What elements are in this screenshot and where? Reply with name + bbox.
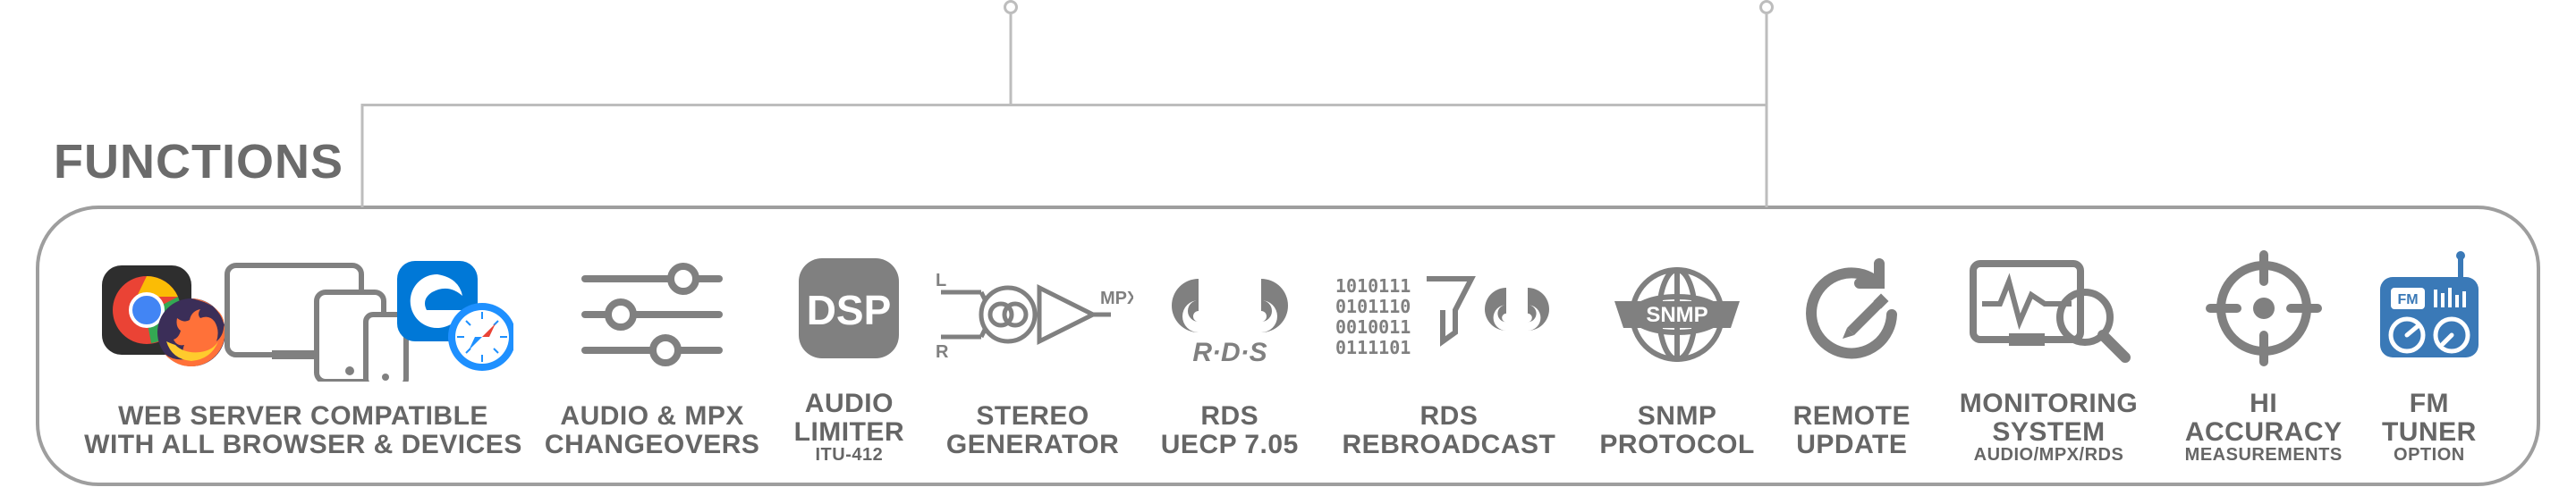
connector-vline-1: [1010, 14, 1013, 104]
label-line2: UECP 7.05: [1161, 431, 1299, 459]
svg-text:DSP: DSP: [807, 287, 892, 333]
connector-dot-2: [1759, 0, 1774, 14]
label-line2: REBROADCAST: [1343, 431, 1556, 459]
item-fm-tuner: FM FM TU: [2367, 227, 2492, 465]
svg-text:R: R: [936, 342, 949, 362]
functions-card: WEB SERVER COMPATIBLE WITH ALL BROWSER &…: [36, 206, 2540, 486]
label-line2: UPDATE: [1793, 431, 1911, 459]
svg-text:1010111: 1010111: [1335, 275, 1411, 297]
svg-text:R·D·S: R·D·S: [1192, 338, 1267, 367]
item-monitoring: MONITORING SYSTEM AUDIO/MPX/RDS: [1937, 227, 2161, 465]
connector-hline: [362, 104, 1767, 106]
connector-vline-2: [1766, 14, 1768, 104]
svg-text:SNMP: SNMP: [1646, 303, 1707, 327]
label-line2: ACCURACY: [2185, 418, 2343, 447]
svg-text:0010011: 0010011: [1335, 316, 1411, 338]
svg-text:MPX: MPX: [1100, 289, 1133, 308]
label-line1: REMOTE: [1793, 402, 1911, 431]
svg-text:L: L: [936, 271, 946, 290]
label-line2: GENERATOR: [946, 431, 1119, 459]
label-sub: ITU-412: [794, 446, 905, 465]
label-line2: SYSTEM: [1960, 418, 2138, 447]
label-line1: SNMP: [1599, 402, 1754, 431]
rds-rebroadcast-icon: 1010111 0101110 0010011 0111101: [1324, 227, 1574, 402]
item-audio-mpx-changeovers: AUDIO & MPX CHANGEOVERS: [536, 227, 768, 465]
label-line2: CHANGEOVERS: [545, 431, 760, 459]
item-stereo-generator: L R MPX: [930, 227, 1136, 465]
svg-text:0111101: 0111101: [1335, 337, 1411, 358]
connector-drop: [1766, 104, 1768, 207]
label-line1: AUDIO & MPX: [545, 402, 760, 431]
snmp-globe-icon: SNMP: [1588, 227, 1767, 402]
item-rds-rebroadcast: 1010111 0101110 0010011 0111101 RD: [1324, 227, 1574, 465]
browsers-devices-icon: [84, 227, 522, 402]
stereo-generator-icon: L R MPX: [930, 227, 1136, 402]
item-snmp: SNMP SNMP PROTOCOL: [1588, 227, 1767, 465]
svg-text:0101110: 0101110: [1335, 296, 1411, 317]
connector-drop: [361, 104, 364, 207]
item-rds: R·D·S RDS UECP 7.05: [1149, 227, 1310, 465]
item-hi-accuracy: HI ACCURACY MEASUREMENTS: [2174, 227, 2353, 465]
label-line2: PROTOCOL: [1599, 431, 1754, 459]
label-line1: FM: [2382, 390, 2477, 418]
svg-text:FM: FM: [2397, 292, 2418, 307]
section-heading: FUNCTIONS: [54, 134, 343, 189]
rds-icon: R·D·S: [1149, 227, 1310, 402]
label-sub: MEASUREMENTS: [2185, 446, 2343, 465]
functions-wrapper: FUNCTIONS: [36, 0, 2540, 486]
item-audio-limiter: DSP AUDIO LIMITER ITU-412: [782, 227, 916, 465]
item-web-server: WEB SERVER COMPATIBLE WITH ALL BROWSER &…: [84, 227, 522, 465]
sliders-icon: [536, 227, 768, 402]
crosshair-icon: [2174, 227, 2353, 390]
dsp-icon: DSP: [782, 227, 916, 390]
connector-dot-1: [1004, 0, 1018, 14]
label-line1: RDS: [1343, 402, 1556, 431]
label-line2: WITH ALL BROWSER & DEVICES: [84, 431, 522, 459]
label-line1: AUDIO: [794, 390, 905, 418]
fm-tuner-icon: FM: [2367, 227, 2492, 390]
label-sub: AUDIO/MPX/RDS: [1960, 446, 2138, 465]
label-line2: TUNER: [2382, 418, 2477, 447]
label-line1: HI: [2185, 390, 2343, 418]
label-line2: LIMITER: [794, 418, 905, 447]
label-sub: OPTION: [2382, 446, 2477, 465]
label-line1: WEB SERVER COMPATIBLE: [84, 402, 522, 431]
remote-update-icon: [1780, 227, 1923, 402]
item-remote-update: REMOTE UPDATE: [1780, 227, 1923, 465]
label-line1: RDS: [1161, 402, 1299, 431]
label-line1: STEREO: [946, 402, 1119, 431]
monitoring-icon: [1937, 227, 2161, 390]
label-line1: MONITORING: [1960, 390, 2138, 418]
